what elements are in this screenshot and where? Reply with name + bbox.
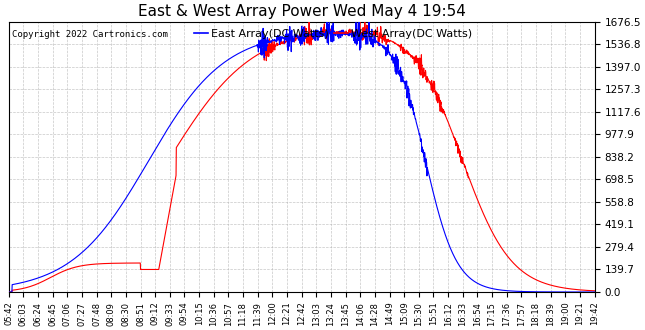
Legend: East Array(DC Watts), West Array(DC Watts): East Array(DC Watts), West Array(DC Watt… [190,24,477,44]
Title: East & West Array Power Wed May 4 19:54: East & West Array Power Wed May 4 19:54 [137,4,466,19]
Text: Copyright 2022 Cartronics.com: Copyright 2022 Cartronics.com [12,30,168,39]
